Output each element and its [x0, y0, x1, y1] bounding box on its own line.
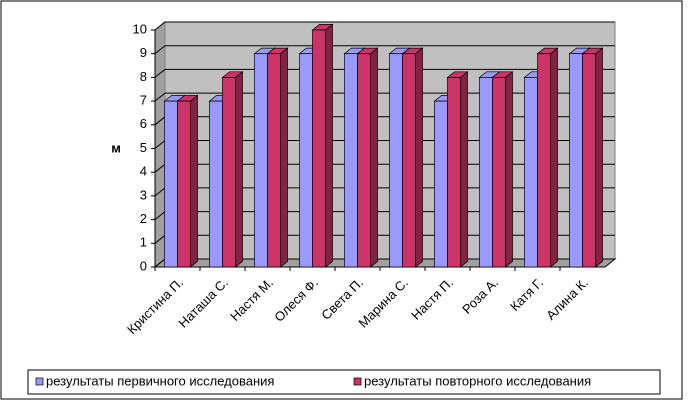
- legend-box: [27, 369, 661, 395]
- bar: [222, 77, 236, 268]
- y-tick-label: 7: [140, 93, 147, 108]
- y-tick-label: 6: [140, 116, 147, 131]
- bar: [479, 77, 493, 268]
- bar: [164, 100, 178, 268]
- bar-side-shade: [595, 48, 603, 267]
- bar: [492, 77, 506, 268]
- bar: [582, 53, 596, 268]
- y-tick-label: 0: [140, 258, 147, 273]
- bar: [254, 53, 268, 268]
- bar: [447, 77, 461, 268]
- bar: [312, 29, 326, 268]
- bar: [537, 53, 551, 268]
- legend: результаты первичного исследования резуль…: [27, 369, 661, 395]
- bar: [389, 53, 403, 268]
- bar-side-shade: [370, 48, 378, 267]
- bar-side-shade: [550, 48, 558, 267]
- bar-side-shade: [415, 48, 423, 267]
- legend-swatch: [35, 377, 44, 386]
- bar: [402, 53, 416, 268]
- bar: [357, 53, 371, 268]
- y-tick-label: 1: [140, 235, 147, 250]
- bar: [434, 100, 448, 268]
- bar: [209, 100, 223, 268]
- legend-label: результаты первичного исследования: [46, 373, 274, 388]
- grid-line: [154, 21, 615, 31]
- bar-side-shade: [190, 95, 198, 267]
- bar: [344, 53, 358, 268]
- bar: [299, 53, 313, 268]
- bar-side-shade: [280, 48, 288, 267]
- grid-line: [154, 68, 615, 78]
- bar: [569, 53, 583, 268]
- bar-side-shade: [505, 71, 513, 267]
- bar-side-shade: [235, 71, 243, 267]
- y-tick-label: 5: [140, 140, 147, 155]
- bar-side-shade: [325, 24, 333, 268]
- legend-swatch: [353, 377, 362, 386]
- bar: [524, 77, 538, 268]
- bar: [267, 53, 281, 268]
- y-tick-label: 10: [133, 21, 147, 36]
- grid-line: [154, 45, 615, 55]
- y-tick-label: 2: [140, 211, 147, 226]
- y-axis-label: м: [111, 140, 121, 155]
- legend-label: результаты повторного исследования: [364, 373, 591, 388]
- y-tick-label: 4: [140, 164, 147, 179]
- bar-side-shade: [460, 71, 468, 267]
- y-tick-label: 9: [140, 45, 147, 60]
- y-tick-label: 8: [140, 69, 147, 84]
- bar: [177, 100, 191, 268]
- y-tick-label: 3: [140, 187, 147, 202]
